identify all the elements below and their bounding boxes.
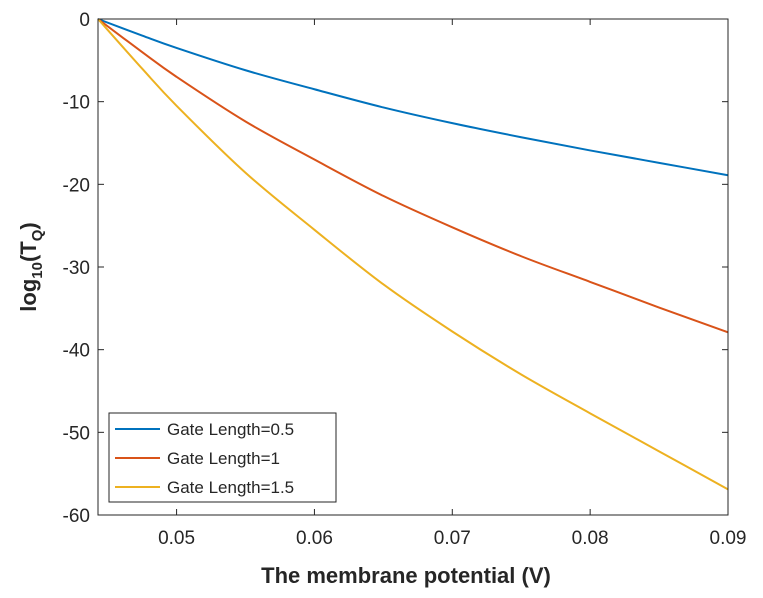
series-lines	[97, 18, 729, 491]
y-tick-label: -50	[63, 423, 90, 444]
x-tick-label: 0.06	[296, 528, 333, 549]
legend-entry-label: Gate Length=1.5	[167, 478, 294, 497]
y-tick-label: 0	[79, 10, 90, 31]
x-tick-label: 0.07	[434, 528, 471, 549]
y-tick-label: -20	[63, 175, 90, 196]
x-axis-title: The membrane potential (V)	[261, 563, 551, 588]
y-tick-label: -40	[63, 341, 90, 362]
x-tick-label: 0.05	[158, 528, 195, 549]
y-axis-title: log10(TQ)	[16, 222, 46, 311]
x-tick-label: 0.08	[572, 528, 609, 549]
series-line	[97, 18, 729, 177]
legend: Gate Length=0.5 Gate Length=1 Gate Length=…	[108, 412, 337, 503]
y-axis-ticks: 0 -10 -20 -30 -40 -50 -60	[63, 10, 728, 527]
x-tick-label: 0.09	[710, 528, 747, 549]
series-line	[97, 18, 729, 491]
series-line	[97, 18, 729, 334]
y-tick-label: -60	[63, 506, 90, 527]
x-axis-ticks: 0.05 0.06 0.07 0.08 0.09	[158, 19, 746, 549]
y-tick-label: -30	[63, 258, 90, 279]
y-tick-label: -10	[63, 93, 90, 114]
legend-entry-label: Gate Length=0.5	[167, 420, 294, 439]
legend-entry-label: Gate Length=1	[167, 449, 280, 468]
